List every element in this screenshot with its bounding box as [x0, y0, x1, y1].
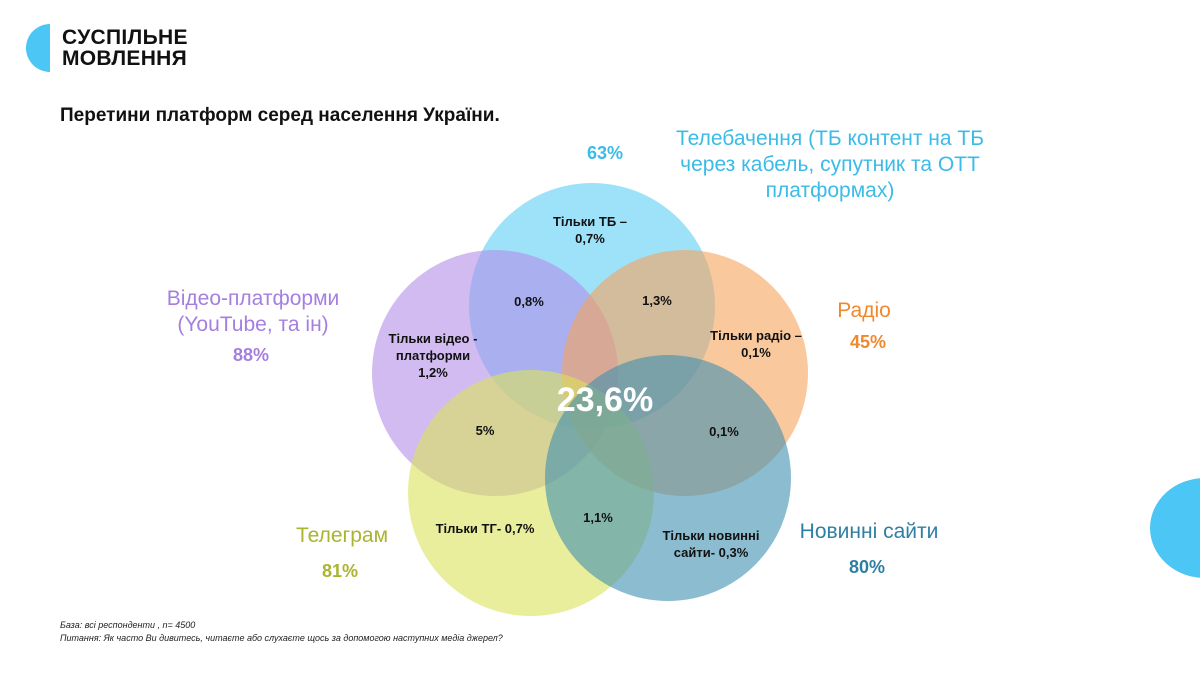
circle-news: [545, 355, 791, 601]
region-text: сайти- 0,3%: [673, 545, 749, 560]
region-all-intersection: 23,6%: [556, 381, 654, 419]
video-label-line: Відео-платформи: [166, 287, 340, 310]
region-only-tv: Тільки ТБ – 0,7%: [553, 213, 627, 247]
region-text: Тільки відео -: [388, 331, 478, 346]
radio-percent: 45%: [849, 332, 887, 352]
region-text: Тільки новинні: [662, 528, 760, 543]
telegram-label: Телеграм: [295, 524, 389, 547]
region-radio-news: 0,1%: [709, 424, 739, 439]
region-text: 0,1%: [741, 345, 771, 360]
region-tv-video: 0,8%: [514, 294, 544, 309]
telegram-percent: 81%: [321, 561, 359, 581]
tv-label-line: через кабель, супутник та ОТТ: [680, 153, 980, 176]
region-only-video: Тільки відео - платформи 1,2%: [389, 330, 478, 381]
tv-label-line: Телебачення (ТБ контент на ТБ: [675, 127, 985, 150]
region-telegram-news: 1,1%: [583, 510, 613, 525]
tv-label: Телебачення (ТБ контент на ТБ через кабе…: [676, 126, 984, 204]
logo-half-circle-icon: [26, 24, 50, 72]
footnote-base: База: всі респонденти , n= 4500: [60, 620, 196, 630]
logo-line-1: СУСПІЛЬНЕ: [62, 26, 188, 49]
logo-line-2: МОВЛЕННЯ: [62, 47, 188, 70]
video-label: Відео-платформи (YouTube, та ін): [167, 286, 340, 338]
news-percent: 80%: [848, 557, 886, 577]
logo: СУСПІЛЬНЕ МОВЛЕННЯ: [62, 27, 188, 69]
region-text: платформи: [395, 348, 471, 363]
region-only-news: Тільки новинні сайти- 0,3%: [662, 527, 759, 561]
tv-percent: 63%: [586, 143, 624, 163]
tv-label-line: платформах): [765, 179, 895, 202]
region-text: 0,7%: [575, 231, 605, 246]
region-only-telegram: Тільки ТГ- 0,7%: [435, 521, 535, 536]
news-label: Новинні сайти: [799, 520, 939, 543]
region-text: Тільки радіо –: [710, 328, 802, 343]
video-percent: 88%: [232, 345, 270, 365]
footnote-question: Питання: Як часто Ви дивитесь, читаєте а…: [60, 633, 503, 643]
video-label-line: (YouTube, та ін): [177, 313, 329, 336]
radio-label: Радіо: [837, 299, 891, 322]
page-title: Перетини платформ серед населення Україн…: [60, 105, 500, 126]
region-tv-radio: 1,3%: [642, 293, 672, 308]
region-text: Тільки ТБ –: [552, 214, 628, 229]
region-text: 1,2%: [418, 365, 448, 380]
region-video-telegram: 5%: [475, 423, 495, 438]
region-only-radio: Тільки радіо – 0,1%: [710, 327, 802, 361]
